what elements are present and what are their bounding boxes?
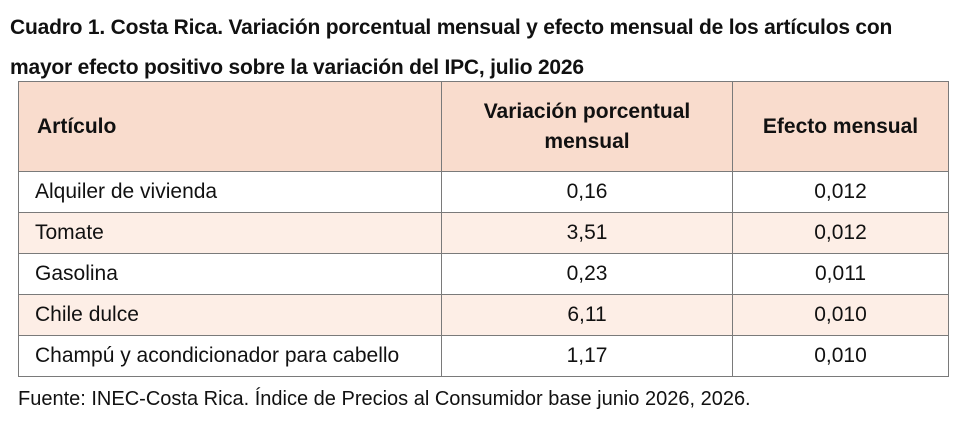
cell-articulo: Alquiler de vivienda [18, 171, 442, 213]
table-row: Chile dulce 6,11 0,010 [18, 294, 949, 336]
cell-variacion: 6,11 [441, 294, 733, 336]
table-row: Gasolina 0,23 0,011 [18, 253, 949, 295]
header-efecto: Efecto mensual [732, 81, 949, 172]
source-note: Fuente: INEC-Costa Rica. Índice de Preci… [18, 388, 751, 410]
data-table-container: Artículo Variación porcentual mensual Ef… [18, 81, 949, 377]
cell-efecto: 0,010 [732, 294, 949, 336]
cell-articulo: Tomate [18, 212, 442, 254]
table-title: Cuadro 1. Costa Rica. Variación porcentu… [10, 16, 893, 79]
cell-efecto: 0,011 [732, 253, 949, 295]
header-articulo: Artículo [18, 81, 442, 172]
cell-efecto: 0,012 [732, 171, 949, 213]
table-header-row: Artículo Variación porcentual mensual Ef… [18, 81, 949, 172]
cell-variacion: 1,17 [441, 335, 733, 377]
cell-efecto: 0,010 [732, 335, 949, 377]
cell-articulo: Gasolina [18, 253, 442, 295]
table-row: Champú y acondicionador para cabello 1,1… [18, 335, 949, 377]
table-row: Alquiler de vivienda 0,16 0,012 [18, 171, 949, 213]
cell-articulo: Chile dulce [18, 294, 442, 336]
cell-efecto: 0,012 [732, 212, 949, 254]
cell-variacion: 0,16 [441, 171, 733, 213]
cell-variacion: 3,51 [441, 212, 733, 254]
table-row: Tomate 3,51 0,012 [18, 212, 949, 254]
cell-articulo: Champú y acondicionador para cabello [18, 335, 442, 377]
data-table: Artículo Variación porcentual mensual Ef… [18, 81, 949, 377]
header-variacion: Variación porcentual mensual [441, 81, 733, 172]
cell-variacion: 0,23 [441, 253, 733, 295]
